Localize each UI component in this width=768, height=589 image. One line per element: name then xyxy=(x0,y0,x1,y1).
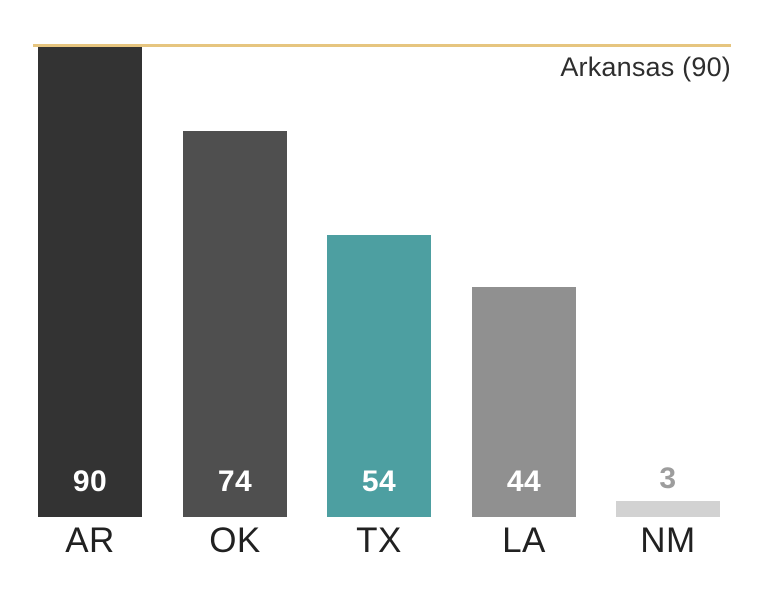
bar-LA: 44 xyxy=(472,287,576,517)
reference-line-label: Arkansas (90) xyxy=(560,52,731,82)
bar-AR: 90 xyxy=(38,47,142,517)
bar-value-label: 44 xyxy=(506,465,542,498)
bar-value-label: 3 xyxy=(659,462,677,495)
reference-line xyxy=(33,44,731,47)
category-label-OK: OK xyxy=(209,521,261,560)
bar-value-label: 90 xyxy=(72,465,108,498)
category-label-TX: TX xyxy=(356,521,402,560)
category-label-NM: NM xyxy=(640,521,696,560)
bar-NM: 3 xyxy=(616,464,720,517)
category-label-LA: LA xyxy=(502,521,546,560)
bar-OK: 74 xyxy=(183,131,287,517)
bar-value-label: 54 xyxy=(361,465,397,498)
bar-TX: 54 xyxy=(327,235,431,517)
category-label-AR: AR xyxy=(65,521,115,560)
bar-value-label: 74 xyxy=(217,465,253,498)
